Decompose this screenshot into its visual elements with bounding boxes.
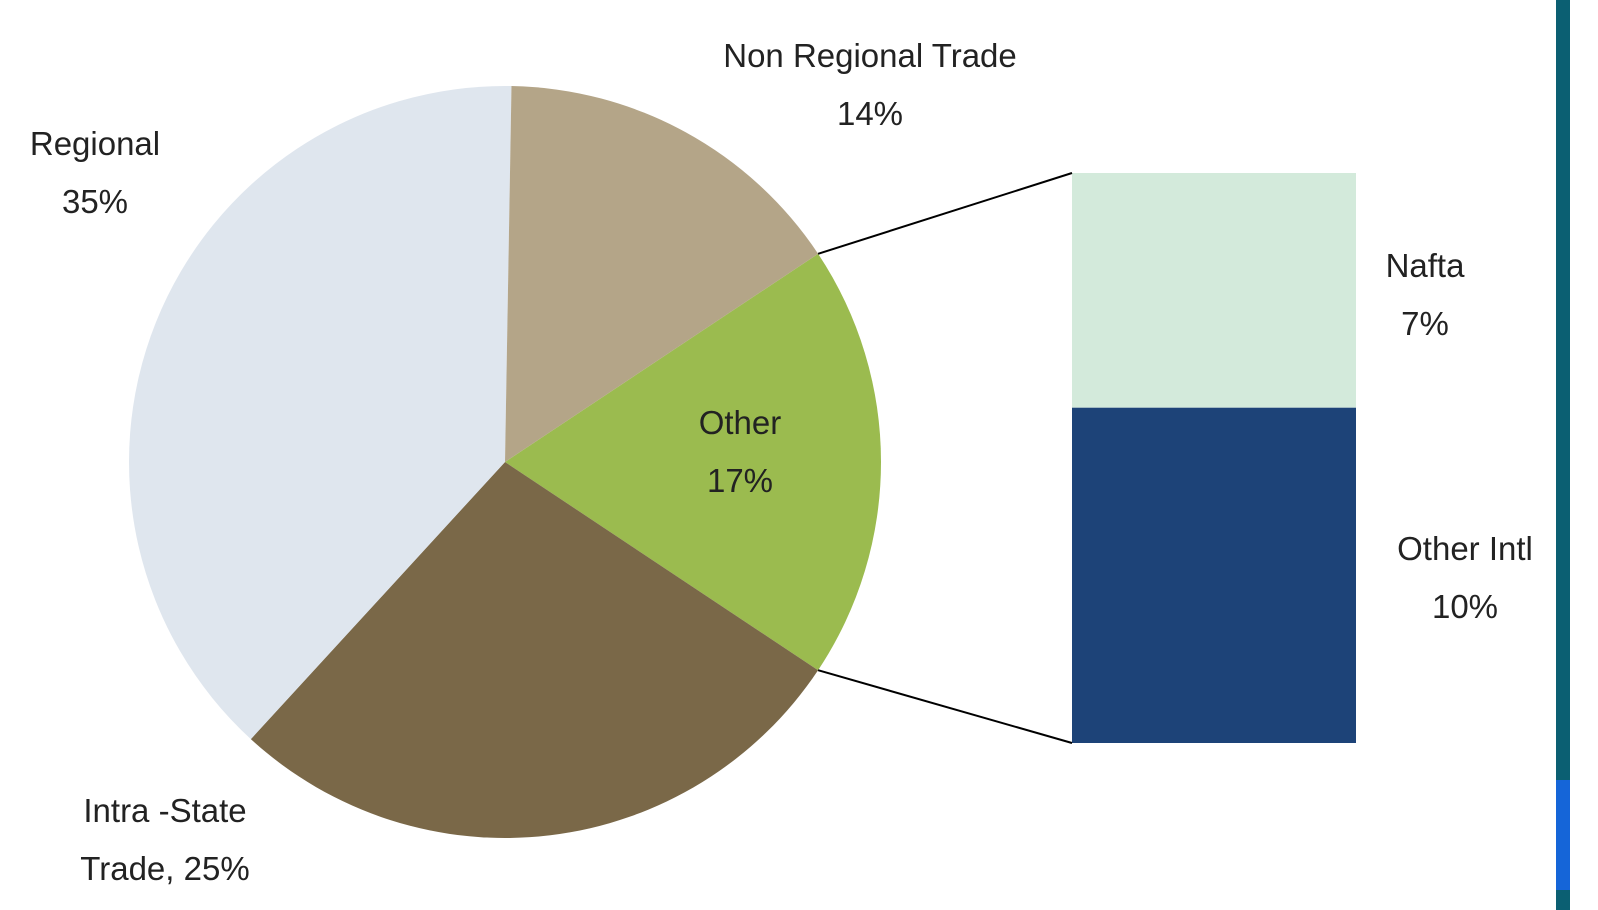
- category-label: Nafta: [1325, 237, 1525, 295]
- value-label: 25%: [184, 850, 250, 887]
- category-label: Regional: [0, 115, 205, 173]
- value-label: 14%: [720, 85, 1020, 143]
- connector-line: [818, 670, 1072, 743]
- category-label: Other: [640, 394, 840, 452]
- category-label: Other Intl: [1365, 520, 1565, 578]
- slide: Other17% Intra -State Trade, 25% Regional3…: [0, 0, 1598, 910]
- data-label: Intra -State Trade, 25%: [45, 782, 285, 898]
- value-label: 10%: [1365, 578, 1565, 636]
- sub-bar: [1072, 408, 1356, 743]
- edge-bar: [1556, 0, 1570, 910]
- value-label: 7%: [1325, 295, 1525, 353]
- category-label: Non Regional Trade: [720, 27, 1020, 85]
- value-label: 17%: [640, 452, 840, 510]
- edge-accent: [1556, 780, 1570, 890]
- value-label: 35%: [0, 173, 205, 231]
- sub-bar: [1072, 173, 1356, 408]
- connector-line: [818, 173, 1072, 254]
